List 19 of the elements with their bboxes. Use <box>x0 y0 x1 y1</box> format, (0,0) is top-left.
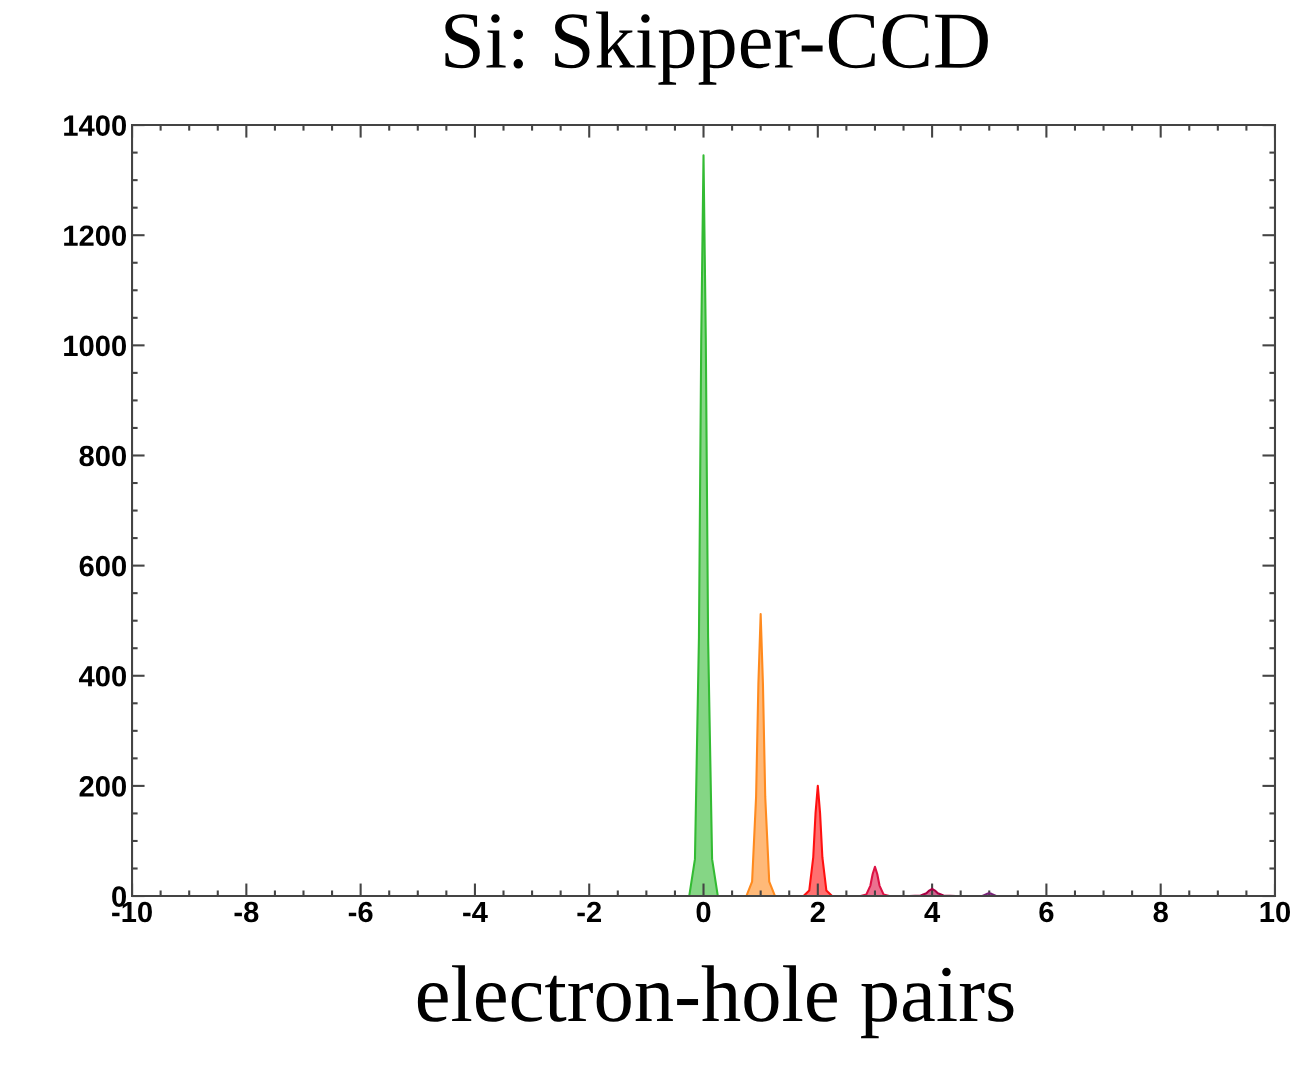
x-tick-label: -8 <box>234 901 259 923</box>
y-tick-label: 1400 <box>64 115 126 136</box>
x-tick-label: -4 <box>463 901 488 923</box>
x-tick-label: -2 <box>577 901 602 923</box>
chart-title: Si: Skipper-CCD <box>445 11 988 85</box>
y-tick-label: 400 <box>78 665 126 687</box>
x-tick-label: -6 <box>348 901 373 923</box>
x-tick-label: 8 <box>1153 901 1168 923</box>
x-tick-label: 6 <box>1039 901 1054 923</box>
y-tick-label: 200 <box>79 776 126 797</box>
x-tick-label: 4 <box>924 901 941 923</box>
x-tick-label: 0 <box>696 901 711 923</box>
y-tick-label: 800 <box>79 445 126 467</box>
x-tick-label: 10 <box>1260 901 1291 923</box>
y-tick-label: 1000 <box>64 335 126 357</box>
y-tick-label: 1200 <box>64 225 126 247</box>
x-axis-title: electron-hole pairs <box>417 965 1014 1039</box>
y-tick-label: 600 <box>79 555 126 577</box>
x-tick-label: 2 <box>810 901 825 923</box>
